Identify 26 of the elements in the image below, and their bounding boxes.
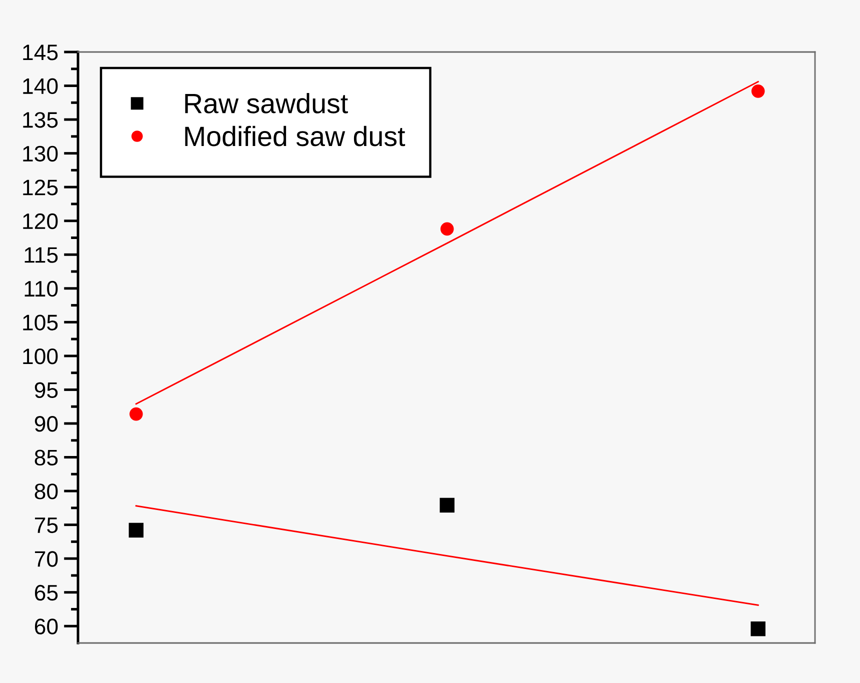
point — [440, 222, 454, 236]
y-tick-label: 125 — [23, 180, 58, 196]
y-tick-label: 135 — [23, 112, 58, 128]
y-tick-label: 110 — [24, 280, 58, 297]
legend-label: Raw sawdust — [185, 93, 348, 114]
y-tick-label: 60 — [34, 618, 58, 634]
y-tick-label: 130 — [23, 146, 58, 162]
y-tick-label: 115 — [24, 247, 58, 263]
point — [128, 522, 144, 538]
point — [751, 84, 765, 98]
y-tick-label: 90 — [34, 416, 58, 432]
y-tick-label: 85 — [34, 450, 58, 466]
y-tick-label: 65 — [34, 584, 58, 601]
y-tick-label: 120 — [23, 213, 58, 230]
y-tick-label: 70 — [34, 551, 58, 567]
y-tick-label: 105 — [23, 314, 58, 330]
y-tick-label: 75 — [34, 518, 58, 534]
y-tick-label: 95 — [34, 382, 58, 398]
y-tick-label: 145 — [23, 44, 58, 60]
y-tick-label: 80 — [34, 484, 58, 500]
point — [440, 498, 454, 513]
legend-label: Modified saw dust — [185, 126, 406, 146]
y-tick-label: 140 — [23, 78, 58, 94]
point — [129, 407, 143, 421]
point — [750, 621, 766, 636]
y-tick-label: 100 — [23, 348, 58, 364]
